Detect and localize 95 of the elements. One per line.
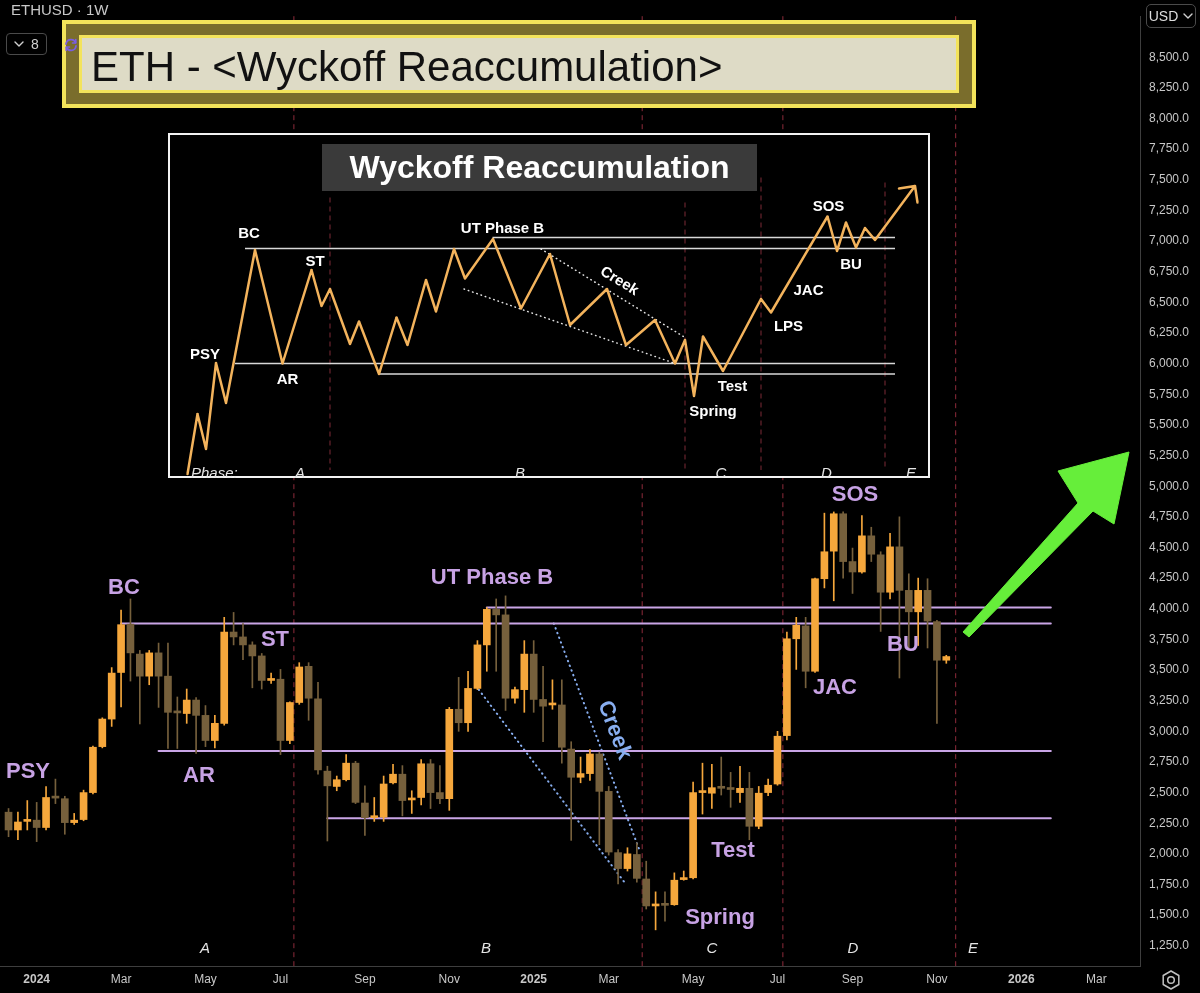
annotation: B bbox=[480, 938, 492, 956]
y-tick-label: 3,750.0 bbox=[1149, 631, 1190, 646]
annotation: Spring bbox=[689, 401, 737, 419]
y-tick-label: 7,250.0 bbox=[1149, 202, 1190, 217]
x-tick-label: Nov bbox=[926, 971, 948, 986]
y-tick-label: 1,250.0 bbox=[1149, 938, 1190, 953]
x-tick-label: Nov bbox=[438, 971, 460, 986]
annotation: Test bbox=[711, 837, 755, 862]
x-tick-label: May bbox=[194, 971, 217, 986]
y-tick-label: 1,500.0 bbox=[1149, 907, 1190, 922]
chart-subtitle: ETHUSD · 1W bbox=[8, 1, 112, 19]
y-tick-label: 3,250.0 bbox=[1149, 692, 1190, 707]
x-tick-label: Mar bbox=[110, 971, 132, 986]
x-tick-label: Jul bbox=[272, 971, 289, 986]
y-tick-label: 3,500.0 bbox=[1149, 662, 1190, 677]
annotation: SOS bbox=[831, 481, 879, 506]
candlestick bbox=[32, 802, 41, 842]
x-tick-label: Mar bbox=[598, 971, 620, 986]
x-tick-label: May bbox=[681, 971, 705, 986]
text: ETH - <Wyckoff Reaccumulation> bbox=[91, 42, 723, 92]
annotation: SOS bbox=[812, 196, 845, 214]
annotation: AR bbox=[183, 762, 215, 787]
x-tick-label: 2024 bbox=[23, 971, 51, 986]
y-tick-label: 8,000.0 bbox=[1149, 110, 1190, 125]
y-tick-label: 2,000.0 bbox=[1149, 846, 1190, 861]
y-tick-label: 6,750.0 bbox=[1149, 264, 1190, 279]
annotation: Test bbox=[717, 376, 748, 394]
x-tick-label: 2025 bbox=[520, 971, 548, 986]
annotation: Phase: bbox=[191, 463, 238, 480]
y-tick-label: 6,250.0 bbox=[1149, 325, 1190, 340]
candlestick bbox=[661, 891, 669, 922]
y-tick-label: 4,500.0 bbox=[1149, 539, 1190, 554]
annotation: PSY bbox=[5, 758, 51, 783]
candlestick bbox=[70, 813, 79, 825]
annotation: LPS bbox=[773, 316, 804, 334]
y-tick-label: 6,000.0 bbox=[1149, 355, 1190, 370]
annotation: ST bbox=[305, 251, 325, 269]
annotation: D bbox=[847, 938, 859, 956]
annotation: ST bbox=[260, 626, 290, 651]
y-tick-label: 7,500.0 bbox=[1149, 172, 1190, 187]
annotation: C bbox=[715, 463, 727, 480]
y-tick-label: 4,250.0 bbox=[1149, 570, 1190, 585]
candlestick bbox=[492, 598, 501, 672]
y-tick-label: 1,750.0 bbox=[1149, 876, 1190, 891]
annotation: B bbox=[514, 463, 526, 480]
candlestick bbox=[239, 623, 247, 660]
y-tick-label: 2,250.0 bbox=[1149, 815, 1190, 830]
candlestick bbox=[23, 800, 32, 831]
y-tick-label: 5,250.0 bbox=[1149, 447, 1190, 462]
y-tick-label: 2,500.0 bbox=[1149, 784, 1190, 799]
y-tick-label: 7,000.0 bbox=[1149, 233, 1190, 248]
y-axis-title: USD bbox=[1148, 8, 1179, 24]
y-tick-label: 3,000.0 bbox=[1149, 723, 1190, 738]
y-tick-label: 8,500.0 bbox=[1149, 49, 1190, 64]
annotation: AR bbox=[276, 369, 299, 386]
annotation: BC bbox=[108, 574, 140, 599]
dropdown-button: 8 bbox=[6, 33, 47, 55]
annotation: UT Phase B bbox=[460, 218, 545, 235]
text: Wyckoff Reaccumulation bbox=[322, 144, 757, 191]
annotation: BU bbox=[887, 631, 919, 656]
annotation: UT Phase B bbox=[430, 564, 554, 589]
annotation: A bbox=[199, 938, 211, 956]
y-tick-label: 6,500.0 bbox=[1149, 294, 1190, 309]
candlestick bbox=[708, 764, 716, 809]
y-tick-label: 8,250.0 bbox=[1149, 80, 1190, 95]
dropdown-button: USD bbox=[1146, 4, 1196, 28]
y-tick-label: 5,750.0 bbox=[1149, 386, 1190, 401]
y-tick-label: 5,000.0 bbox=[1149, 478, 1190, 493]
annotation: E bbox=[967, 938, 979, 956]
candlestick bbox=[370, 797, 379, 822]
annotation: BC bbox=[238, 223, 260, 240]
annotation: JAC bbox=[793, 280, 824, 298]
x-tick-label: Mar bbox=[1086, 971, 1107, 986]
annotation: JAC bbox=[812, 674, 858, 699]
y-tick-label: 7,750.0 bbox=[1149, 141, 1190, 156]
annotation: E bbox=[905, 463, 917, 480]
annotation: C bbox=[706, 938, 718, 956]
y-tick-label: 4,750.0 bbox=[1149, 509, 1190, 524]
annotation: 8 bbox=[31, 36, 39, 52]
text: Creek bbox=[593, 696, 639, 764]
candlestick bbox=[736, 765, 744, 803]
annotation: BU bbox=[840, 254, 862, 271]
y-tick-label: 5,500.0 bbox=[1149, 417, 1190, 432]
y-tick-label: 4,000.0 bbox=[1149, 601, 1190, 616]
x-tick-label: Sep bbox=[841, 971, 864, 986]
annotation: A bbox=[294, 463, 306, 480]
x-tick-label: 2026 bbox=[1007, 971, 1035, 986]
y-tick-label: 2,750.0 bbox=[1149, 754, 1190, 769]
x-tick-label: Jul bbox=[769, 971, 786, 986]
annotation: D bbox=[821, 463, 832, 480]
candlestick bbox=[717, 756, 726, 796]
annotation: Spring bbox=[685, 904, 755, 929]
candlestick bbox=[436, 765, 444, 804]
x-tick-label: Sep bbox=[354, 971, 376, 986]
annotation: PSY bbox=[189, 344, 221, 361]
